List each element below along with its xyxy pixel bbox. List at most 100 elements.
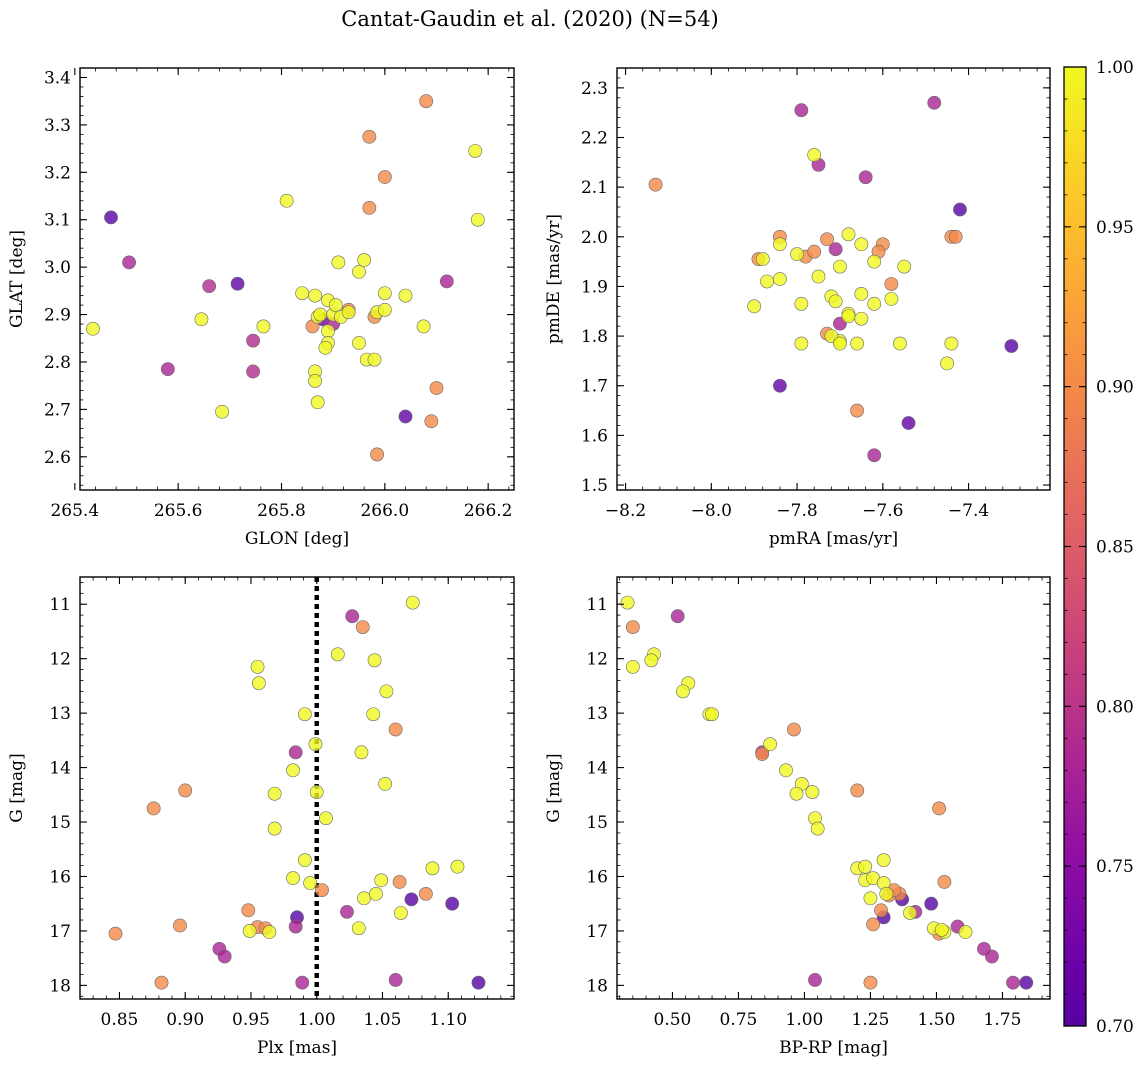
y-tick-label: 3.0	[44, 258, 71, 278]
scatter-point	[279, 193, 294, 208]
scatter-point	[388, 722, 403, 737]
scatter-point	[398, 409, 413, 424]
scatter-point	[122, 255, 136, 270]
scatter-point	[242, 924, 257, 938]
scatter-point	[315, 883, 329, 897]
scatter-point	[903, 906, 917, 920]
scatter-point	[160, 362, 175, 376]
y-axis-label: GLAT [deg]	[7, 230, 27, 328]
scatter-point	[146, 801, 161, 816]
scatter-point	[354, 745, 369, 760]
scatter-points	[108, 595, 486, 990]
scatter-point	[850, 783, 865, 798]
colorbar-tick-label: 0.70	[1096, 1017, 1134, 1037]
scatter-point	[828, 242, 843, 257]
scatter-point	[429, 381, 444, 395]
scatter-point	[924, 896, 939, 911]
scatter-point	[470, 212, 485, 227]
scatter-point	[217, 949, 232, 964]
scatter-point	[202, 279, 217, 294]
scatter-point	[309, 785, 324, 799]
scatter-point	[367, 653, 382, 668]
scatter-point	[308, 737, 323, 752]
scatter-point	[450, 859, 465, 874]
scatter-point	[173, 918, 187, 933]
colorbar-tick-label: 0.85	[1096, 538, 1134, 558]
scatter-point	[86, 321, 100, 336]
scatter-point	[367, 352, 382, 367]
scatter-point	[747, 299, 762, 314]
scatter-point	[378, 777, 393, 791]
scatter-point	[256, 319, 271, 334]
scatter-point	[773, 378, 787, 393]
scatter-point	[370, 447, 384, 462]
scatter-point	[308, 288, 322, 303]
x-axis-label: pmRA [mas/yr]	[769, 529, 898, 549]
scatter-point	[884, 291, 899, 306]
scatter-point	[393, 906, 408, 920]
scatter-point	[416, 319, 431, 334]
y-tick-label: 12	[586, 650, 608, 670]
scatter-point	[820, 232, 834, 247]
scatter-point	[468, 144, 483, 158]
scatter-point	[790, 247, 804, 262]
scatter-point	[763, 737, 778, 752]
scatter-point	[1004, 339, 1019, 353]
y-tick-label: 2.2	[581, 129, 608, 149]
scatter-point	[773, 272, 787, 286]
panels: 265.4 265.6 265.8 266.0 266.2 2.6 2.7 2.8 2.9 3.0…	[7, 67, 1051, 1058]
scatter-point	[625, 659, 640, 674]
scatter-point	[366, 707, 381, 722]
scatter-point	[369, 887, 383, 901]
colorbar-tick-label: 0.90	[1096, 378, 1134, 398]
colorbar-tick-label: 0.75	[1096, 857, 1134, 877]
scatter-point	[854, 311, 869, 326]
scatter-point	[755, 747, 770, 761]
scatter-point	[794, 103, 809, 118]
scatter-point	[377, 302, 392, 317]
axes-frame	[616, 576, 1051, 1000]
scatter-point	[874, 903, 888, 918]
x-tick-label: −7.4	[948, 501, 989, 521]
scatter-point	[854, 286, 869, 301]
scatter-point	[286, 871, 300, 886]
scatter-point	[1019, 975, 1034, 990]
scatter-point	[786, 722, 801, 737]
colorbar: 0.70 0.75 0.80 0.85 0.90 0.95 1.00	[1063, 58, 1134, 1037]
scatter-point	[760, 274, 774, 289]
scatter-point	[310, 395, 325, 410]
x-tick-label: 1.00	[298, 1010, 336, 1030]
y-axis-label: G [mag]	[7, 753, 27, 822]
x-tick-label: 266.0	[360, 501, 409, 521]
scatter-point	[958, 925, 973, 939]
scatter-point	[154, 975, 169, 990]
scatter-point	[297, 853, 312, 868]
scatter-point	[794, 296, 809, 311]
scatter-point	[867, 254, 882, 269]
scatter-point	[948, 229, 963, 244]
y-tick-label: 11	[49, 595, 71, 615]
scatter-point	[644, 653, 659, 668]
scatter-point	[108, 926, 123, 941]
panel-bottom-left: 0.85 0.90 0.95 1.00 1.05 1.10 11 12 13 14 15 16 17 18…	[7, 576, 515, 1058]
scatter-point	[392, 875, 407, 889]
scatter-point	[341, 305, 356, 320]
scatter-point	[352, 336, 366, 350]
scatter-point	[424, 414, 439, 429]
y-tick-label: 14	[586, 759, 608, 779]
y-tick-label: 17	[49, 922, 71, 942]
scatter-point	[351, 921, 366, 936]
scatter-point	[648, 177, 663, 192]
scatter-point	[345, 609, 360, 624]
scatter-point	[267, 821, 282, 836]
scatter-point	[937, 875, 952, 889]
y-axis-label: pmDE [mas/yr]	[544, 214, 564, 344]
scatter-point	[250, 659, 265, 674]
scatter-point	[104, 210, 118, 225]
scatter-point	[295, 286, 310, 301]
scatter-point	[1006, 975, 1020, 990]
scatter-point	[308, 374, 322, 388]
scatter-point	[340, 904, 354, 919]
x-tick-label: −8.0	[691, 501, 732, 521]
scatter-point	[471, 975, 486, 990]
